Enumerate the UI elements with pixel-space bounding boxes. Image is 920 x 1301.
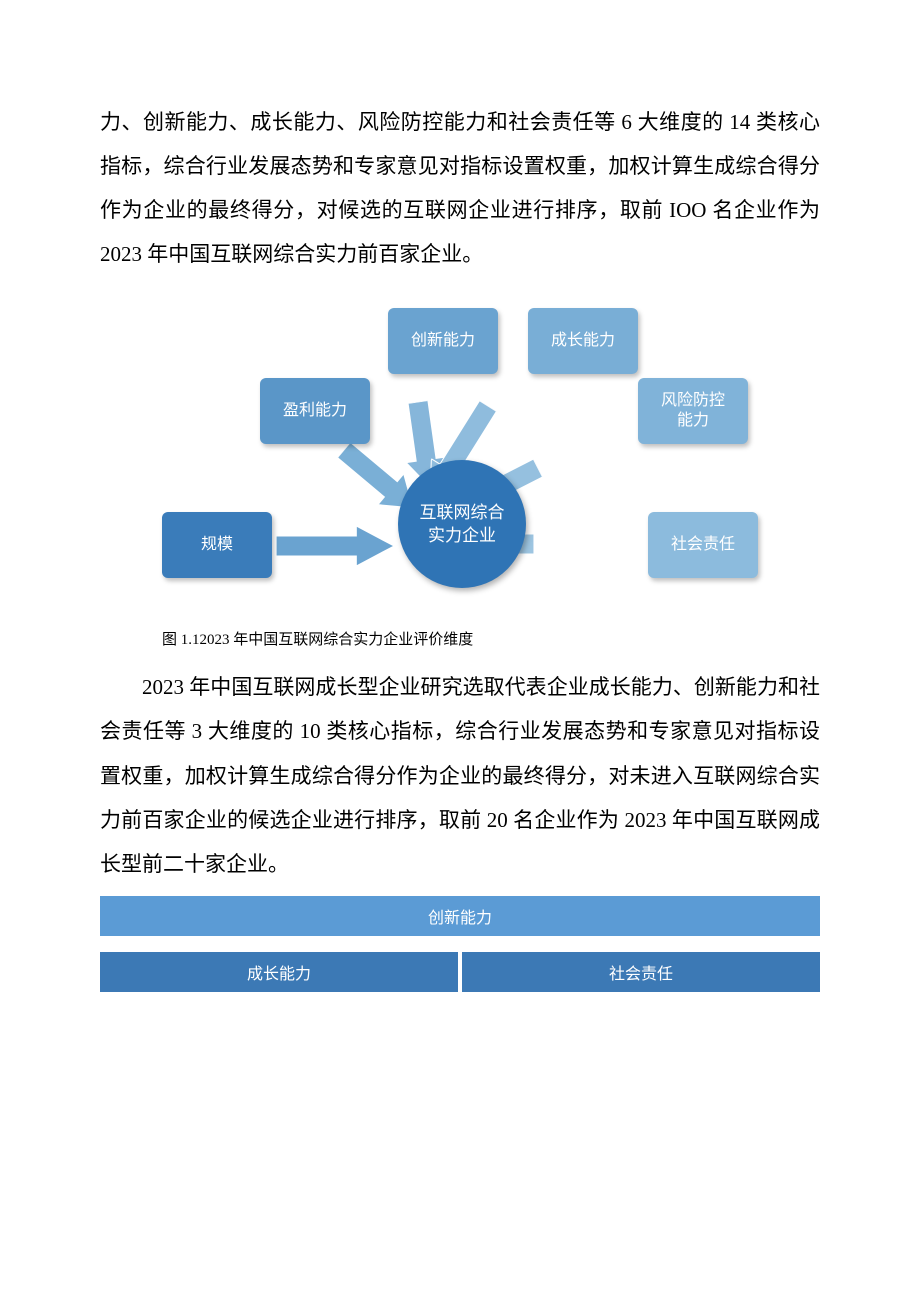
center-node: 互联网综合 实力企业 bbox=[398, 460, 526, 588]
dimension-box-scale: 规模 bbox=[162, 512, 272, 578]
dimension-box-growth: 成长能力 bbox=[528, 308, 638, 374]
evaluation-diagram: 互联网综合 实力企业 规模 盈利能力创新能力成长能力风险防控 能力社会责任 bbox=[100, 294, 820, 624]
dimension-box-profit: 盈利能力 bbox=[260, 378, 370, 444]
figure-caption: 图 1.12023 年中国互联网综合实力企业评价维度 bbox=[100, 628, 820, 649]
bar-cell-innovation: 创新能力 bbox=[100, 896, 820, 936]
arrow-scale bbox=[276, 526, 394, 566]
dimension-bar-table: 创新能力 成长能力社会责任 bbox=[100, 896, 820, 992]
dimension-box-risk: 风险防控 能力 bbox=[638, 378, 748, 444]
paragraph-2: 2023 年中国互联网成长型企业研究选取代表企业成长能力、创新能力和社会责任等 … bbox=[100, 665, 820, 885]
bar-cell-growth: 成长能力 bbox=[100, 952, 460, 992]
paragraph-1: 力、创新能力、成长能力、风险防控能力和社会责任等 6 大维度的 14 类核心指标… bbox=[100, 100, 820, 276]
dimension-box-innov: 创新能力 bbox=[388, 308, 498, 374]
bar-cell-social: 社会责任 bbox=[460, 952, 820, 992]
dimension-box-social: 社会责任 bbox=[648, 512, 758, 578]
